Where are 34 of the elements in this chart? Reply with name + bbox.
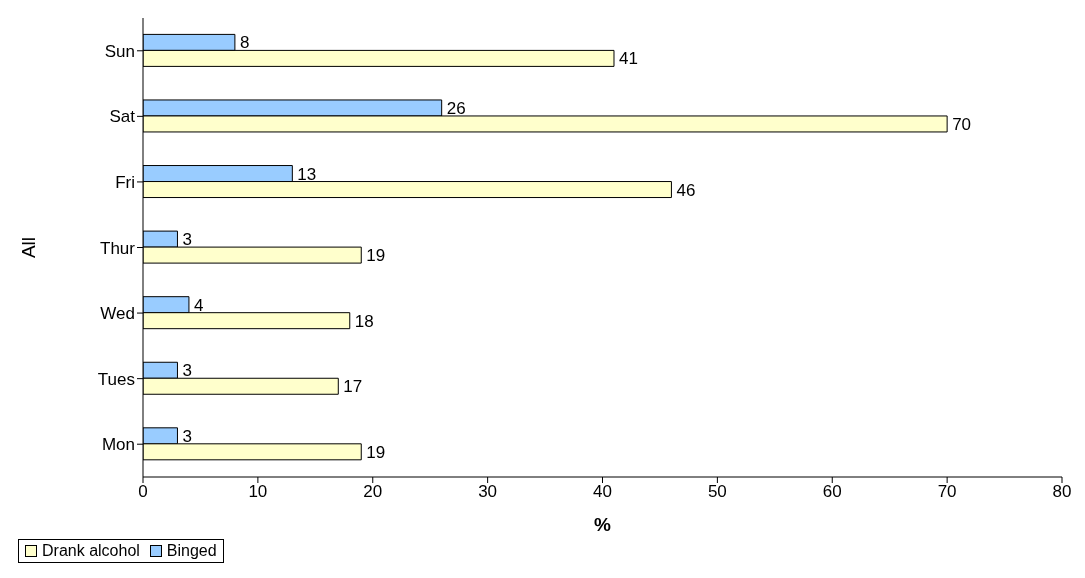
x-tick-label: 30 <box>478 482 498 502</box>
x-tick-label: 70 <box>937 482 957 502</box>
data-label: 70 <box>952 115 972 134</box>
y-tick-label: Sun <box>104 41 135 61</box>
x-tick-label: 20 <box>363 482 383 502</box>
y-tick-label: Fri <box>115 172 135 192</box>
data-label: 26 <box>446 99 466 118</box>
x-tick-label: 50 <box>707 482 727 502</box>
data-label: 46 <box>676 180 696 200</box>
data-label: 19 <box>366 246 386 266</box>
x-tick-label: 40 <box>593 482 612 502</box>
y-tick-label: Tues <box>97 369 135 389</box>
data-label: 8 <box>239 33 250 53</box>
x-tick-label: 60 <box>822 482 842 502</box>
y-axis-title: All <box>17 236 39 259</box>
data-label: 3 <box>182 230 192 250</box>
x-tick-label: 10 <box>248 482 268 502</box>
legend-label: Binged <box>165 542 217 560</box>
x-tick-label: 0 <box>138 482 148 502</box>
x-tick-label: 80 <box>1052 482 1072 502</box>
data-label: 3 <box>182 426 192 446</box>
data-label: 17 <box>343 377 363 397</box>
data-label: 4 <box>193 295 204 315</box>
data-label: 3 <box>182 361 192 381</box>
legend-label: Drank alcohol <box>41 542 140 560</box>
data-label: 41 <box>618 49 638 69</box>
x-axis-title: % <box>594 514 612 535</box>
y-tick-label: Thur <box>100 238 136 258</box>
y-tick-label: Mon <box>101 435 135 455</box>
y-tick-label: Sat <box>109 107 136 127</box>
data-label: 19 <box>366 442 386 462</box>
data-label: 18 <box>354 311 374 331</box>
y-tick-label: Wed <box>100 304 135 324</box>
data-label: 13 <box>297 164 317 184</box>
